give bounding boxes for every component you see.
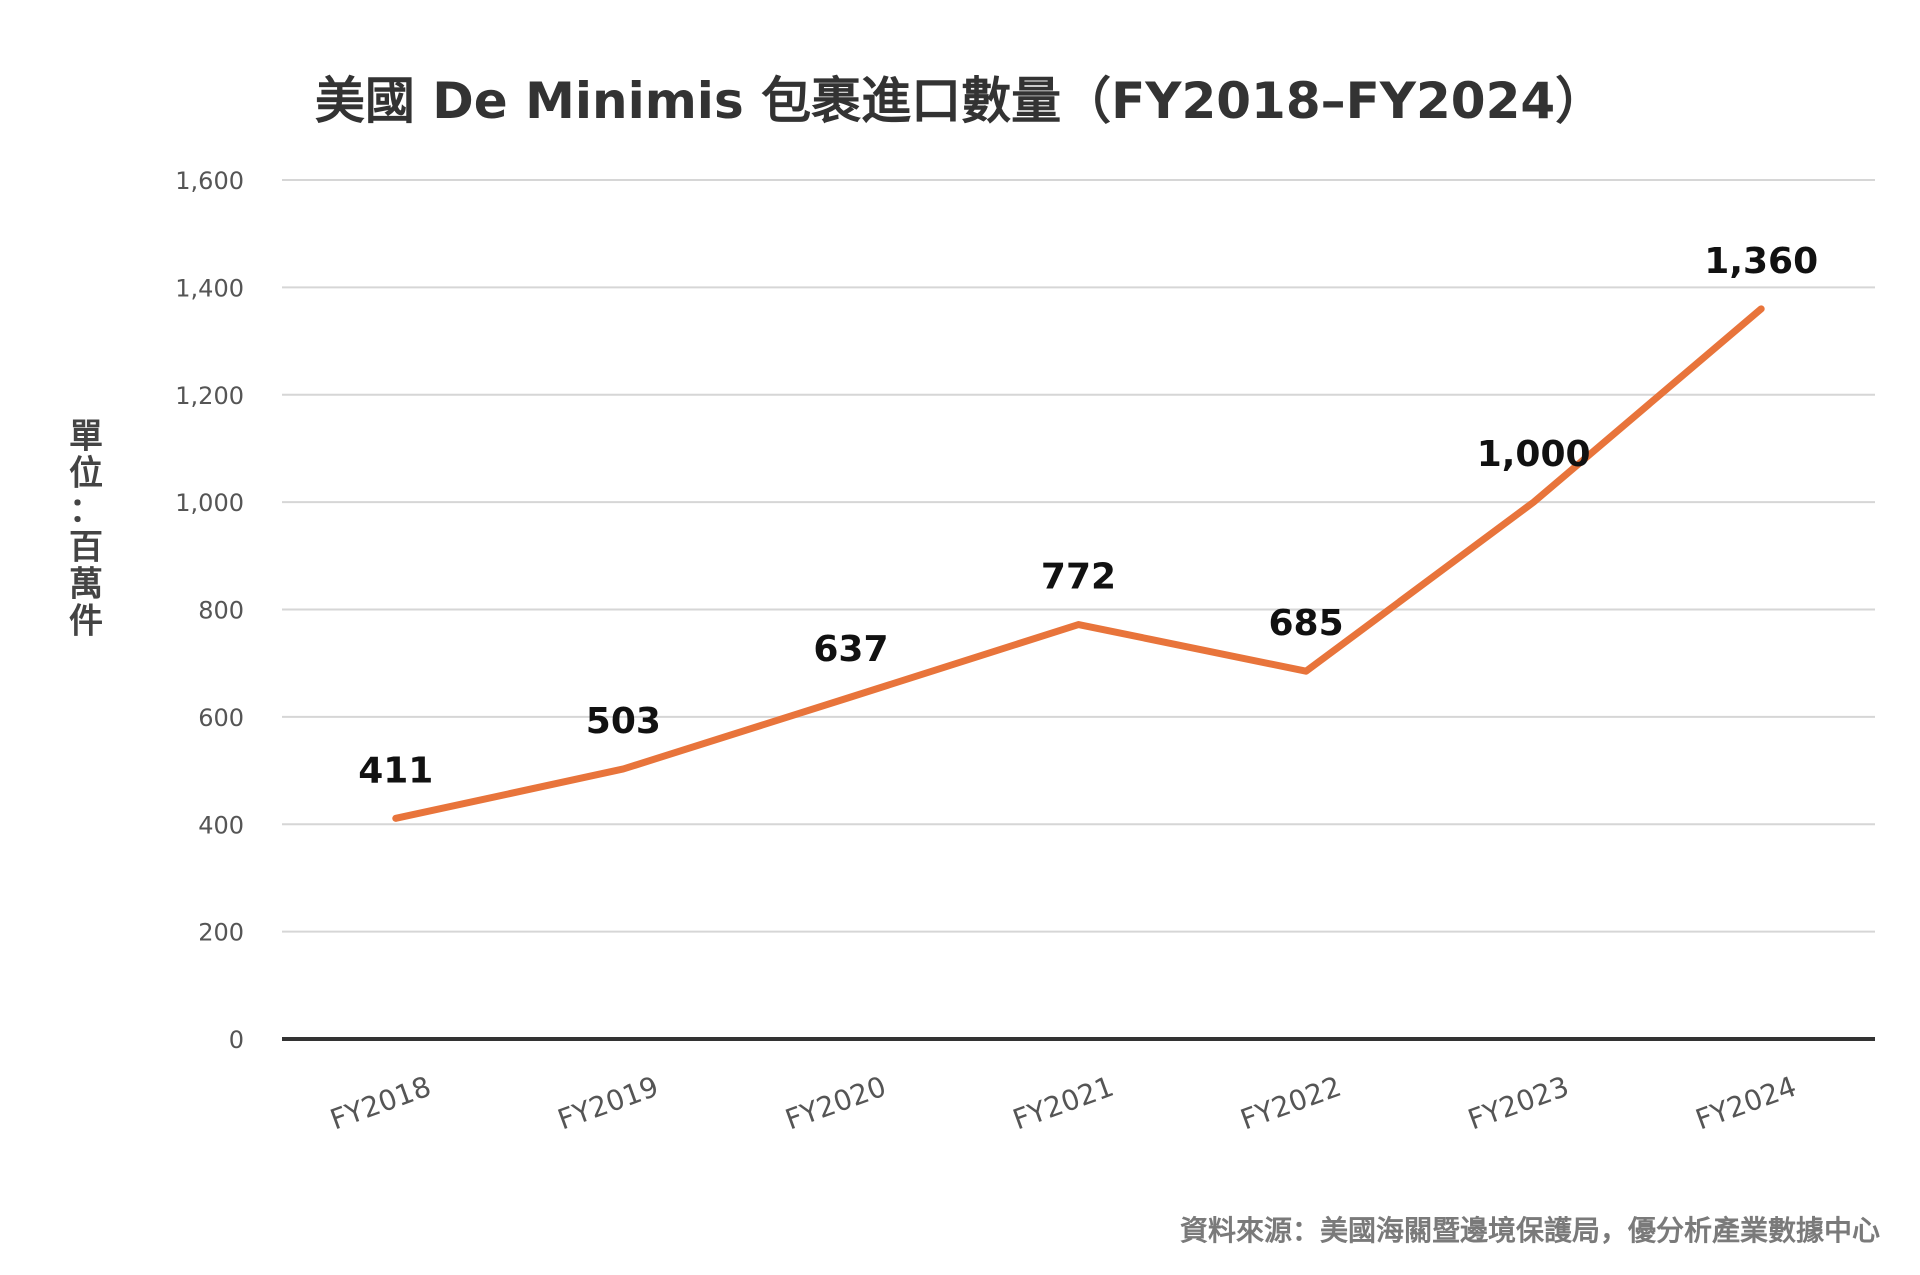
data-point	[1530, 499, 1537, 506]
y-axis-label-char: 位	[69, 454, 103, 494]
y-axis-label: 單位：百萬件	[69, 417, 103, 642]
y-tick-label: 1,600	[175, 167, 244, 195]
y-tick-label: 400	[198, 811, 244, 839]
y-tick-label: 1,000	[175, 489, 244, 517]
chart-title: 美國 De Minimis 包裹進口數量（FY2018–FY2024）	[315, 72, 1605, 130]
data-point	[1303, 668, 1310, 675]
x-tick-label: FY2020	[781, 1070, 890, 1137]
data-point	[847, 694, 854, 701]
data-label: 1,360	[1704, 241, 1818, 282]
data-point	[1075, 621, 1082, 628]
y-tick-label: 1,200	[175, 382, 244, 410]
data-label: 503	[586, 701, 661, 742]
x-tick-label: FY2024	[1691, 1070, 1800, 1137]
y-axis-label-char: 件	[69, 602, 103, 642]
x-axis-ticks: FY2018 FY2019 FY2020 FY2021 FY2022 FY2023 FY20…	[326, 1070, 1801, 1137]
x-tick-label: FY2021	[1009, 1070, 1118, 1137]
x-tick-label: FY2018	[326, 1070, 435, 1137]
x-tick-label: FY2023	[1464, 1070, 1573, 1137]
y-axis-label-char: ：	[69, 491, 103, 531]
x-tick-label: FY2022	[1236, 1070, 1345, 1137]
data-label: 772	[1041, 557, 1116, 598]
y-tick-label: 0	[229, 1026, 244, 1054]
y-tick-label: 600	[198, 704, 244, 732]
data-point	[392, 815, 399, 822]
y-tick-label: 800	[198, 597, 244, 625]
y-axis-ticks: 0 200 400 600 800 1,000 1,200 1,400 1,600	[175, 167, 244, 1054]
data-label: 685	[1268, 603, 1343, 644]
gridlines	[282, 179, 1875, 1041]
y-tick-label: 200	[198, 919, 244, 947]
y-axis-label-char: 單	[69, 417, 103, 457]
y-axis-label-char: 萬	[69, 565, 103, 605]
source-note: 資料來源：美國海關暨邊境保護局，優分析產業數據中心	[1180, 1214, 1880, 1247]
data-label: 637	[813, 629, 888, 670]
data-label: 1,000	[1477, 434, 1591, 475]
data-label: 411	[358, 750, 433, 791]
y-tick-label: 1,400	[175, 274, 244, 302]
y-axis-label-char: 百	[69, 528, 103, 568]
data-labels: 411 503 637 772 685 1,000 1,360	[358, 241, 1818, 791]
data-point	[620, 765, 627, 772]
series-group	[392, 305, 1765, 822]
data-point	[1758, 305, 1765, 312]
x-tick-label: FY2019	[553, 1070, 662, 1137]
